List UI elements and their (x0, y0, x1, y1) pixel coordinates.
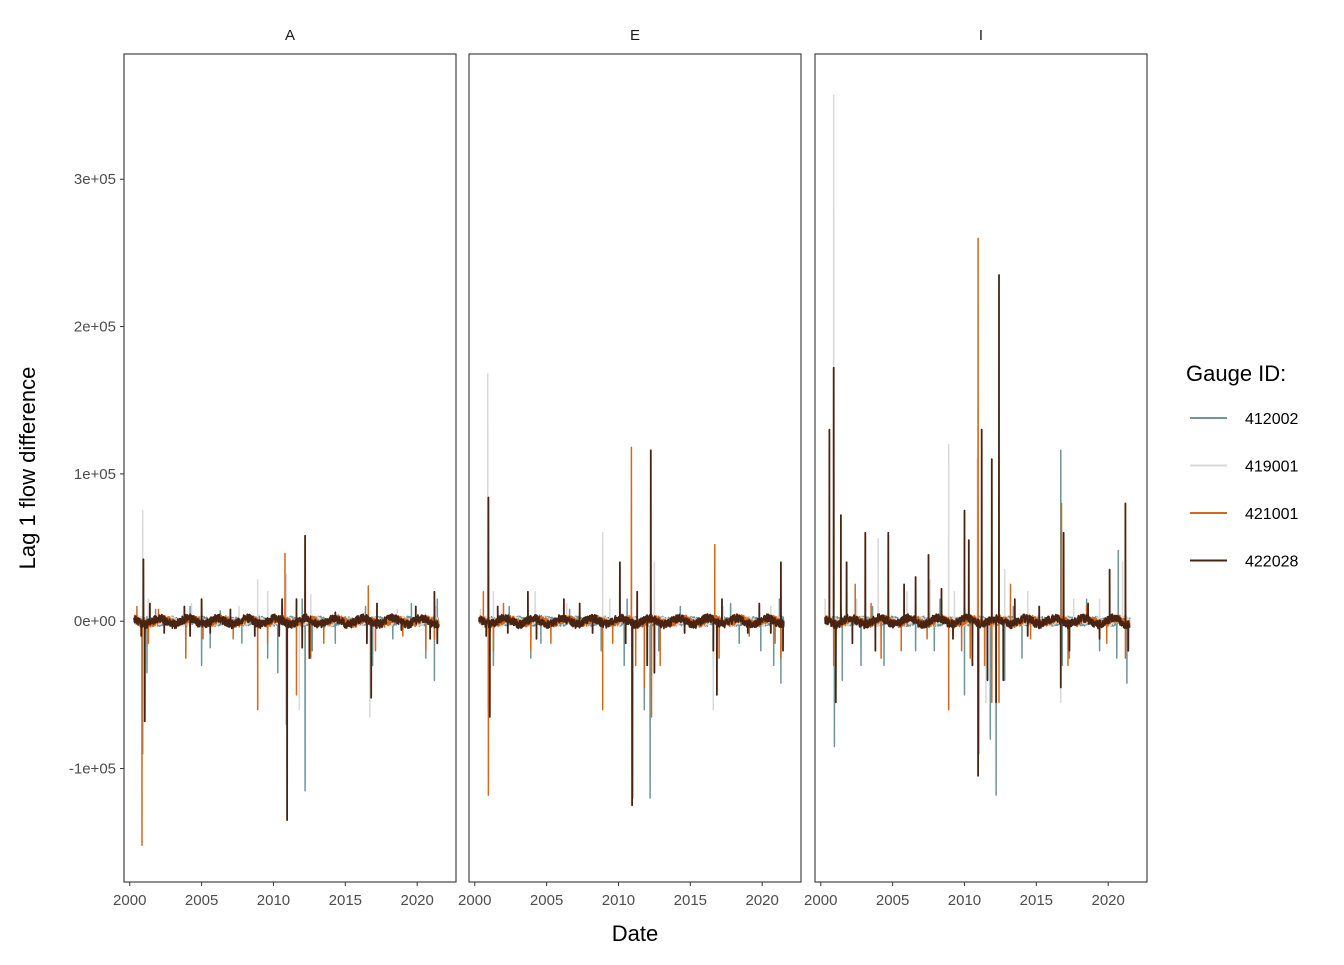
facet-label: I (979, 27, 983, 44)
x-tick-label: 2010 (602, 892, 635, 909)
x-tick-label: 2020 (401, 892, 434, 909)
panel-a: A 2000 2005 2010 2015 2020 (113, 27, 457, 909)
x-tick-label: 2000 (458, 892, 491, 909)
panel-e: E 2000 2005 2010 2015 2020 (458, 27, 802, 909)
y-tick-label: 3e+05 (74, 171, 116, 188)
x-tick-label: 2005 (530, 892, 563, 909)
x-tick-label: 2015 (329, 892, 362, 909)
panel-border (814, 53, 1148, 883)
series-line-422028 (133, 534, 440, 821)
y-axis-title: Lag 1 flow difference (15, 367, 40, 570)
facet-label: A (285, 27, 295, 44)
x-tick-label: 2020 (1092, 892, 1125, 909)
x-tick-label: 2015 (1020, 892, 1053, 909)
legend-label: 422028 (1245, 554, 1298, 571)
legend-item-422028: 422028 (1190, 554, 1298, 571)
legend-title: Gauge ID: (1186, 361, 1286, 386)
x-tick-label: 2020 (746, 892, 779, 909)
legend-label: 419001 (1245, 459, 1298, 476)
legend-item-412002: 412002 (1190, 411, 1298, 428)
x-tick-label: 2010 (948, 892, 981, 909)
x-axis-title: Date (612, 921, 658, 946)
x-tick-label: 2005 (185, 892, 218, 909)
x-tick-label: 2000 (804, 892, 837, 909)
y-tick-label: 2e+05 (74, 319, 116, 336)
legend-label: 412002 (1245, 411, 1298, 428)
series-line-422028 (478, 449, 785, 807)
panel-border (468, 53, 802, 883)
series-line-422028 (824, 274, 1131, 777)
facet-label: E (630, 27, 640, 44)
x-tick-label: 2000 (113, 892, 146, 909)
legend: Gauge ID: 412002 419001 421001 422028 (1186, 361, 1298, 571)
legend-item-419001: 419001 (1190, 459, 1298, 476)
x-tick-label: 2015 (674, 892, 707, 909)
panel-i: I 2000 2005 2010 2015 2020 (804, 27, 1148, 909)
y-tick-label: 1e+05 (74, 466, 116, 483)
x-tick-label: 2005 (876, 892, 909, 909)
panel-border (123, 53, 457, 883)
y-tick-label: 0e+00 (74, 613, 116, 630)
x-tick-label: 2010 (257, 892, 290, 909)
legend-item-421001: 421001 (1190, 506, 1298, 523)
y-tick-label: -1e+05 (69, 761, 116, 778)
legend-label: 421001 (1245, 506, 1298, 523)
